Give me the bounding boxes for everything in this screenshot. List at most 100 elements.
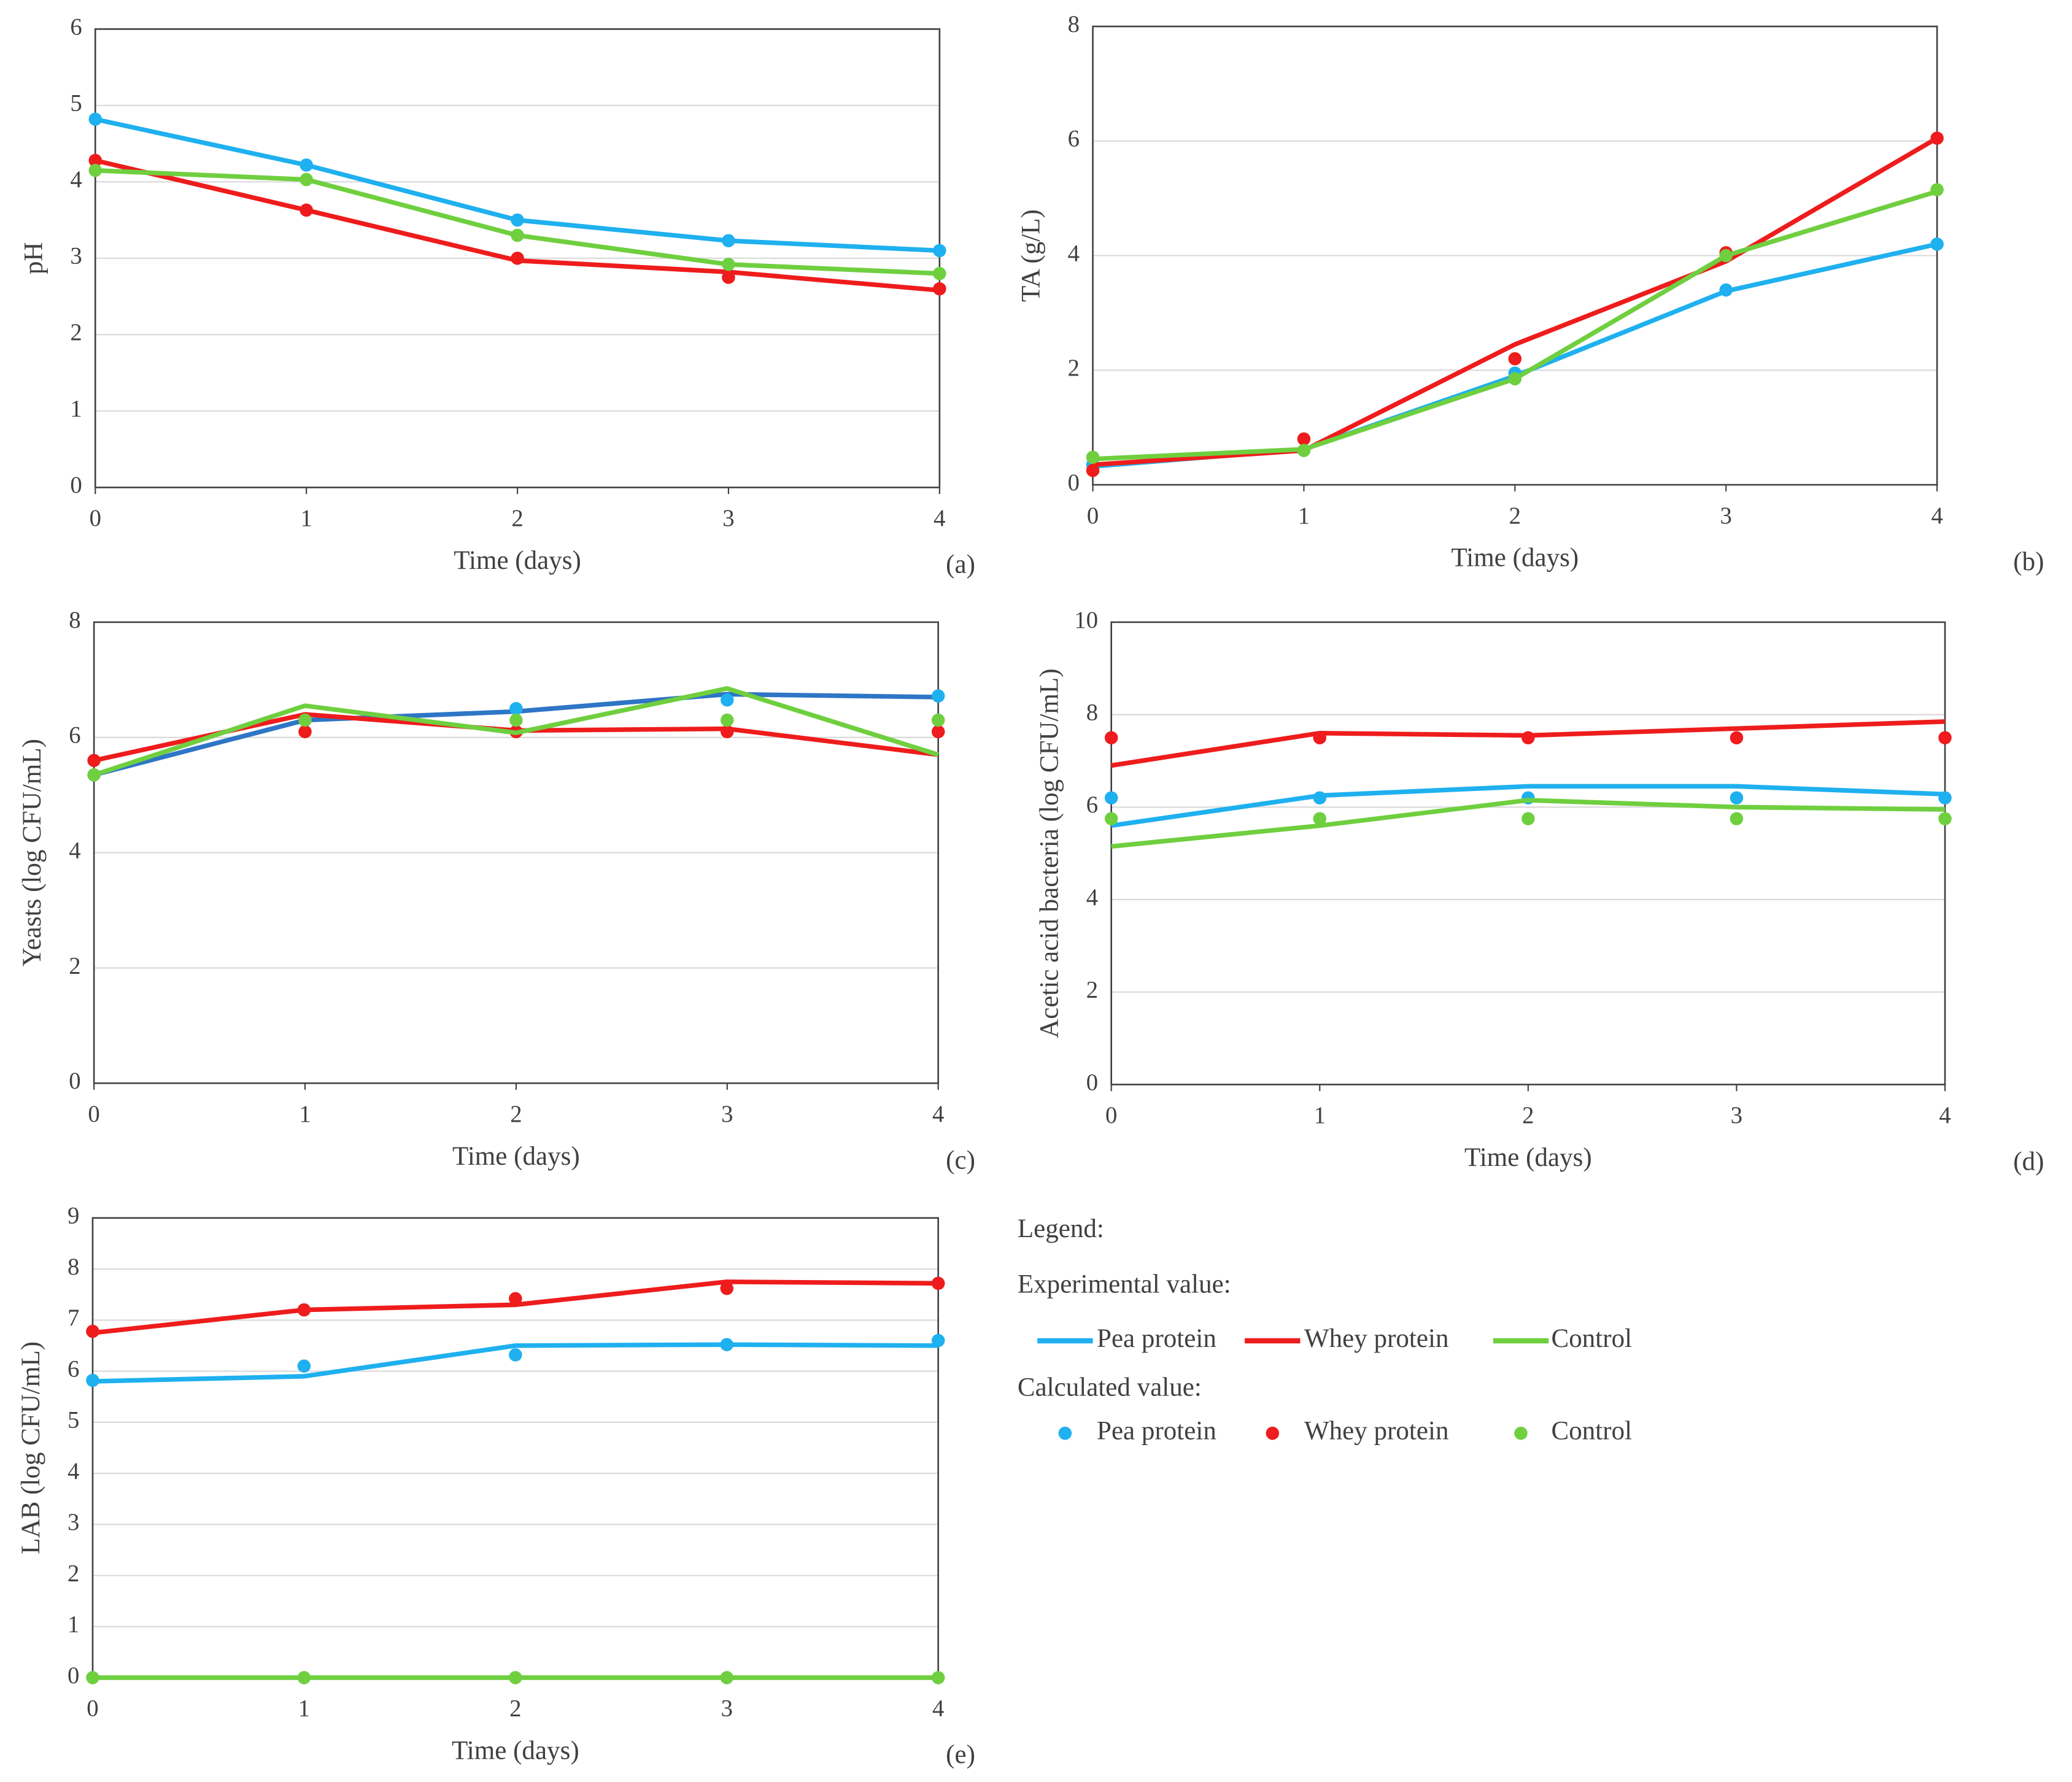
y-tick-label: 0 xyxy=(70,472,82,498)
calculated-point xyxy=(720,1671,734,1684)
calculated-point xyxy=(1719,283,1733,297)
calculated-point xyxy=(931,713,945,727)
calculated-point xyxy=(721,725,734,739)
experimental-line xyxy=(1092,136,1939,468)
y-tick-label: 2 xyxy=(1068,355,1080,381)
calculated-point xyxy=(1938,791,1952,804)
legend-line-label: Whey protein xyxy=(1304,1324,1448,1353)
x-tick-label: 4 xyxy=(934,505,945,531)
y-tick-label: 0 xyxy=(68,1662,79,1689)
y-tick-label: 6 xyxy=(70,14,82,40)
calculated-point xyxy=(1938,731,1952,745)
calculated-point xyxy=(1730,731,1744,745)
calculated-point xyxy=(931,1333,945,1348)
calculated-point xyxy=(1508,372,1522,386)
calculated-point xyxy=(298,725,312,739)
calculated-point xyxy=(1521,812,1535,825)
calculated-point xyxy=(1104,731,1118,745)
calculated-point xyxy=(1730,791,1744,804)
calculated-point xyxy=(88,163,102,177)
panel-label: (d) xyxy=(2013,1147,2044,1176)
x-tick-label: 2 xyxy=(509,1695,521,1722)
y-axis-label: LAB (log CFU/mL) xyxy=(17,1341,45,1554)
y-axis-label: Yeasts (log CFU/mL) xyxy=(18,739,47,966)
legend-title: Legend: xyxy=(1018,1214,1104,1243)
x-tick-label: 0 xyxy=(87,1695,98,1722)
calculated-point xyxy=(86,1373,99,1387)
calculated-point xyxy=(933,244,946,258)
calculated-point xyxy=(720,1281,734,1295)
y-axis-label: pH xyxy=(19,242,48,275)
calculated-point xyxy=(297,1671,311,1684)
y-tick-label: 8 xyxy=(68,1254,79,1280)
calculated-point xyxy=(1086,463,1100,477)
x-tick-label: 4 xyxy=(932,1101,944,1127)
y-tick-label: 5 xyxy=(70,90,82,117)
calculated-point xyxy=(933,282,946,296)
calculated-point xyxy=(509,713,523,727)
y-tick-label: 8 xyxy=(69,607,80,633)
y-axis-label: Acetic acid bacteria (log CFU/mL) xyxy=(1035,668,1064,1038)
y-tick-label: 4 xyxy=(68,1458,79,1484)
calculated-point xyxy=(722,234,735,247)
calculated-point xyxy=(86,1324,99,1338)
y-tick-label: 1 xyxy=(70,396,82,422)
legend-dot-label: Control xyxy=(1552,1417,1633,1446)
x-tick-label: 2 xyxy=(1509,503,1521,529)
y-tick-label: 4 xyxy=(1086,884,1098,911)
x-tick-label: 1 xyxy=(1314,1102,1326,1128)
plot-frame xyxy=(93,621,939,1084)
y-tick-label: 0 xyxy=(1086,1069,1098,1095)
calculated-point xyxy=(298,713,312,727)
experimental-line xyxy=(93,686,939,777)
legend-dot-label: Whey protein xyxy=(1304,1417,1448,1446)
x-tick-label: 3 xyxy=(722,505,734,531)
calculated-point xyxy=(1521,731,1535,745)
calculated-point xyxy=(297,1303,311,1317)
calculated-point xyxy=(721,713,734,727)
x-tick-label: 4 xyxy=(1931,503,1942,529)
y-tick-label: 6 xyxy=(69,722,80,749)
calculated-point xyxy=(300,203,313,217)
calculated-point xyxy=(1508,352,1522,366)
x-axis-label: Time (days) xyxy=(1452,544,1579,573)
x-tick-label: 3 xyxy=(1731,1102,1742,1128)
experimental-line xyxy=(1111,784,1946,828)
y-tick-label: 0 xyxy=(69,1068,80,1094)
calculated-point xyxy=(721,693,734,707)
calculated-point xyxy=(511,252,524,265)
calculated-point xyxy=(300,158,313,172)
calculated-point xyxy=(1297,432,1311,446)
calculated-point xyxy=(88,112,102,126)
calculated-point xyxy=(1086,450,1100,464)
calculated-point xyxy=(1297,444,1311,457)
calculated-point xyxy=(87,754,101,768)
y-tick-label: 9 xyxy=(68,1203,79,1229)
calculated-point xyxy=(511,228,524,242)
legend-experimental-heading: Experimental value: xyxy=(1018,1270,1231,1299)
legend-dot xyxy=(1266,1426,1280,1440)
y-tick-label: 0 xyxy=(1068,469,1080,496)
calculated-point xyxy=(720,1338,734,1351)
x-tick-label: 0 xyxy=(90,505,101,531)
calculated-point xyxy=(931,1671,945,1684)
y-tick-label: 2 xyxy=(70,319,82,345)
y-axis-label: TA (g/L) xyxy=(1017,209,1046,302)
calculated-point xyxy=(509,702,523,716)
x-tick-label: 4 xyxy=(932,1695,944,1722)
x-tick-label: 1 xyxy=(299,1101,311,1127)
calculated-point xyxy=(931,1276,945,1290)
x-tick-label: 3 xyxy=(721,1101,733,1127)
y-tick-label: 2 xyxy=(68,1560,79,1586)
calculated-point xyxy=(1930,237,1944,251)
x-tick-label: 4 xyxy=(1939,1102,1950,1128)
calculated-point xyxy=(1104,791,1118,804)
y-tick-label: 7 xyxy=(68,1305,79,1331)
x-tick-label: 0 xyxy=(88,1101,99,1127)
plot-frame xyxy=(1110,621,1946,1086)
y-tick-label: 6 xyxy=(1086,792,1098,818)
x-axis-label: Time (days) xyxy=(454,546,581,575)
y-tick-label: 2 xyxy=(69,952,80,979)
calculated-point xyxy=(1313,791,1327,804)
y-tick-label: 4 xyxy=(69,837,80,863)
